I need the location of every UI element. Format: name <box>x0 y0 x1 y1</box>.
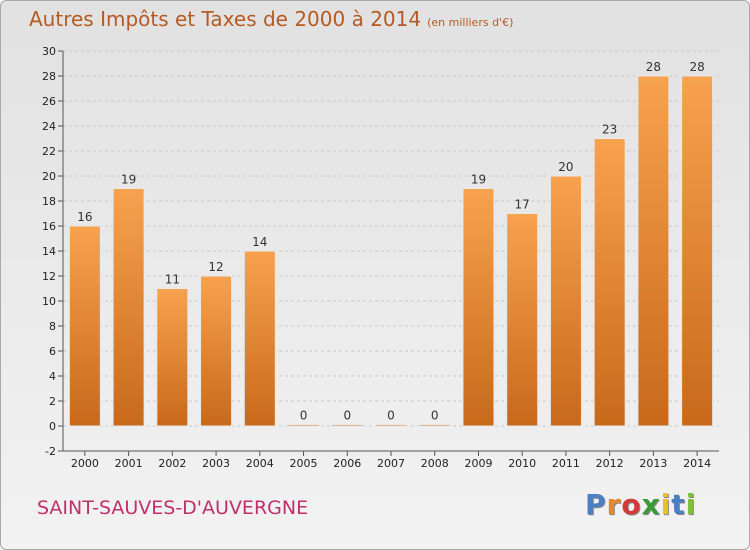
y-tick-label: -2 <box>45 445 56 458</box>
data-label: 28 <box>689 60 704 74</box>
y-tick-label: 30 <box>42 45 56 58</box>
x-tick-label: 2013 <box>639 457 667 470</box>
y-tick-label: 2 <box>49 395 56 408</box>
y-tick-label: 18 <box>42 195 56 208</box>
y-tick-label: 10 <box>42 295 56 308</box>
x-tick-label: 2008 <box>421 457 449 470</box>
x-tick-label: 2007 <box>377 457 405 470</box>
x-tick-label: 2004 <box>246 457 274 470</box>
proxiti-logo: Proxiti <box>585 488 696 521</box>
y-tick-label: 22 <box>42 145 56 158</box>
y-tick-label: 16 <box>42 220 56 233</box>
bar <box>681 75 714 427</box>
data-label: 23 <box>602 123 617 137</box>
data-label: 0 <box>431 409 439 423</box>
axes <box>58 50 719 456</box>
data-label: 28 <box>646 60 661 74</box>
data-label: 11 <box>165 273 180 287</box>
x-tick-label: 2002 <box>158 457 186 470</box>
y-tick-label: 14 <box>42 245 56 258</box>
bar <box>287 424 320 427</box>
bar <box>375 424 407 427</box>
x-tick-label: 2014 <box>683 457 711 470</box>
bar <box>156 288 189 427</box>
bar <box>593 138 626 427</box>
y-tick-label: 20 <box>42 170 56 183</box>
data-label: 17 <box>515 198 530 212</box>
logo-letter: t <box>671 488 686 521</box>
data-label: 19 <box>471 173 486 187</box>
y-tick-label: 0 <box>49 420 56 433</box>
x-tick-label: 2009 <box>464 457 492 470</box>
bar <box>112 188 145 427</box>
logo-letter: P <box>585 488 607 521</box>
data-label: 12 <box>208 260 223 274</box>
x-tick-label: 2006 <box>333 457 361 470</box>
data-label: 14 <box>252 235 267 249</box>
x-tick-label: 2011 <box>552 457 580 470</box>
y-tick-label: 28 <box>42 70 56 83</box>
x-tick-label: 2012 <box>596 457 624 470</box>
y-tick-label: 8 <box>49 320 56 333</box>
bars <box>68 75 714 427</box>
x-tick-label: 2000 <box>71 457 99 470</box>
logo-letter: r <box>606 488 622 521</box>
y-tick-label: 24 <box>42 120 56 133</box>
bar <box>418 424 451 427</box>
bar <box>243 250 276 427</box>
bar <box>200 275 233 427</box>
x-tick-label: 2001 <box>115 457 143 470</box>
labels: -202468101214161820222426283016200019200… <box>42 45 711 470</box>
bar <box>506 213 539 427</box>
x-tick-label: 2005 <box>290 457 318 470</box>
data-label: 20 <box>558 160 573 174</box>
bar <box>637 75 670 427</box>
data-label: 0 <box>343 409 351 423</box>
logo-letter: i <box>660 488 672 521</box>
bar <box>331 424 364 427</box>
data-label: 19 <box>121 173 136 187</box>
y-tick-label: 12 <box>42 270 56 283</box>
y-tick-label: 6 <box>49 345 56 358</box>
data-label: 16 <box>77 210 92 224</box>
commune-name: SAINT-SAUVES-D'AUVERGNE <box>37 497 309 519</box>
chart-title: Autres Impôts et Taxes de 2000 à 2014 (en… <box>29 7 513 31</box>
bar <box>462 188 495 427</box>
chart-unit-label: (en milliers d'€) <box>427 16 514 29</box>
x-tick-label: 2003 <box>202 457 230 470</box>
bar <box>68 225 101 427</box>
chart-title-text: Autres Impôts et Taxes de 2000 à 2014 <box>29 7 422 31</box>
x-tick-label: 2010 <box>508 457 536 470</box>
y-tick-label: 4 <box>49 370 56 383</box>
data-label: 0 <box>387 409 395 423</box>
logo-letter: x <box>641 488 661 521</box>
logo-letter: o <box>621 488 642 521</box>
logo-letter: i <box>685 488 697 521</box>
data-label: 0 <box>300 409 308 423</box>
bar <box>549 175 582 427</box>
y-tick-label: 26 <box>42 95 56 108</box>
